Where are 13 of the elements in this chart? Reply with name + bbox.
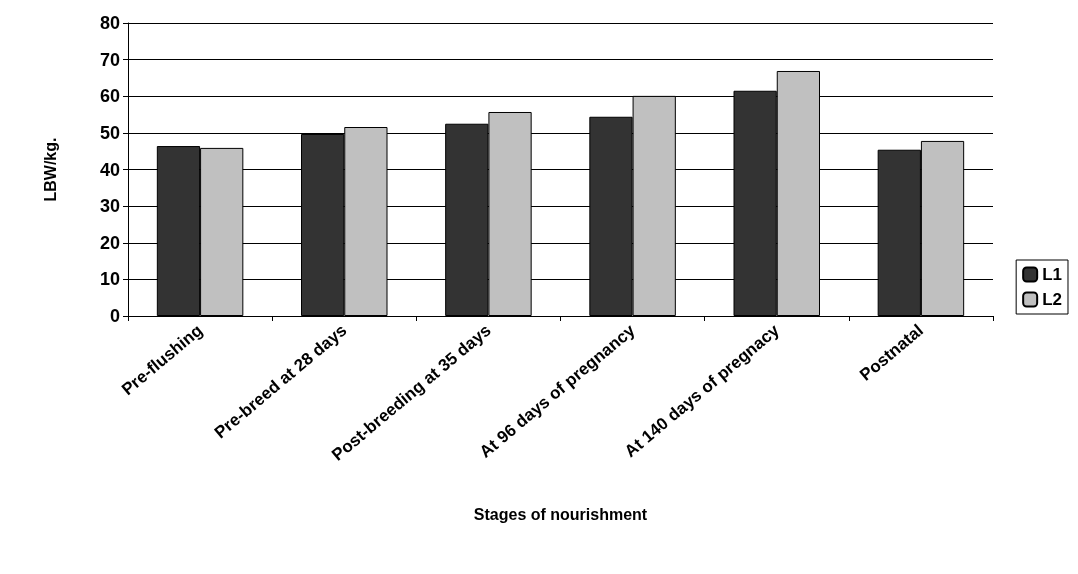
y-tick-label: 80 bbox=[99, 13, 120, 33]
y-tick-label: 60 bbox=[99, 86, 120, 107]
y-axis-title: LBW/kg. bbox=[41, 137, 59, 202]
y-tick-label: 70 bbox=[99, 49, 120, 70]
y-tick-label: 10 bbox=[99, 269, 120, 290]
y-tick-label: 30 bbox=[99, 196, 120, 217]
y-tick-label: 40 bbox=[99, 159, 120, 180]
y-tick-label: 20 bbox=[99, 232, 120, 253]
legend-label: L2 bbox=[1042, 290, 1062, 309]
legend-label: L1 bbox=[1042, 265, 1062, 284]
x-axis-title: Stages of nourishment bbox=[473, 505, 648, 523]
y-tick-label: 50 bbox=[99, 122, 120, 143]
y-tick-label: 0 bbox=[109, 306, 120, 326]
